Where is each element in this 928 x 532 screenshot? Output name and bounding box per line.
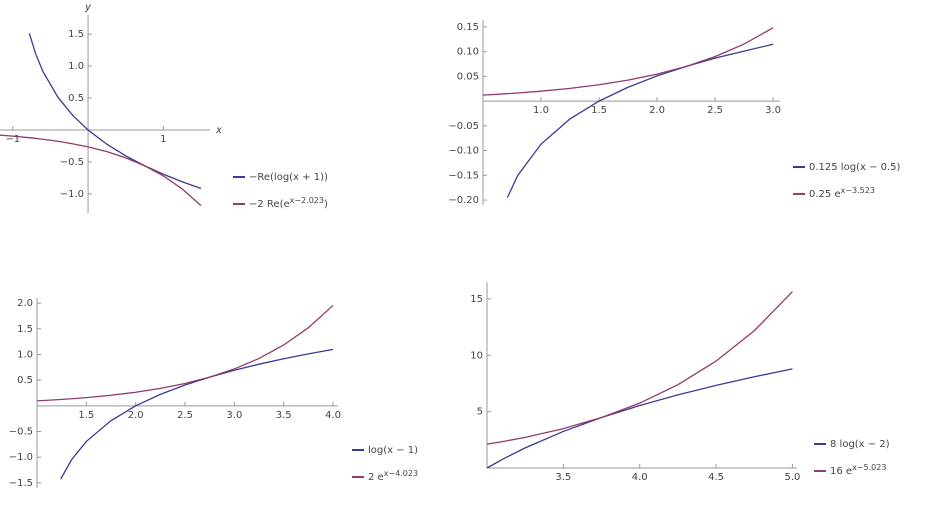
legend-label: −Re(log(x + 1)) bbox=[249, 172, 328, 183]
y-tick-label: −0.5 bbox=[60, 157, 84, 168]
y-tick-label: −0.20 bbox=[448, 195, 479, 206]
x-tick-label: 1 bbox=[160, 134, 166, 145]
x-tick-label: 5.0 bbox=[784, 472, 800, 483]
x-tick-label: 2.5 bbox=[177, 410, 193, 421]
y-tick-label: −0.5 bbox=[9, 427, 33, 438]
legend-superscript: x−4.023 bbox=[384, 469, 418, 478]
y-tick-label: 2.0 bbox=[17, 298, 33, 309]
y-tick-label: 0.5 bbox=[17, 375, 33, 386]
legend-label: 0.125 log(x − 0.5) bbox=[809, 162, 901, 173]
y-tick-label: 1.5 bbox=[68, 29, 84, 40]
y-tick-label: −0.15 bbox=[448, 170, 479, 181]
legend-text: 16 e bbox=[830, 466, 852, 477]
y-tick-label: 15 bbox=[470, 294, 483, 305]
curve bbox=[482, 27, 774, 96]
legend-label: 0.25 ex−3.523 bbox=[809, 186, 875, 201]
legend-text: −2 Re(e bbox=[249, 199, 290, 210]
legend-superscript: x−3.523 bbox=[841, 186, 875, 195]
curve bbox=[60, 348, 334, 480]
x-tick-label: 4.5 bbox=[708, 472, 724, 483]
x-tick-label: 1.5 bbox=[78, 410, 94, 421]
y-tick-label: 10 bbox=[470, 350, 483, 361]
y-tick-label: 0.05 bbox=[457, 71, 479, 82]
x-tick-label: 3.0 bbox=[226, 410, 242, 421]
y-tick-label: −1.0 bbox=[9, 452, 33, 463]
x-tick-label: 4.0 bbox=[632, 472, 648, 483]
curve bbox=[36, 304, 334, 402]
legend-superscript: x−5.023 bbox=[852, 463, 886, 472]
y-axis-label: y bbox=[84, 2, 92, 13]
x-axis-label: x bbox=[215, 125, 222, 136]
y-tick-label: 0.15 bbox=[457, 22, 479, 33]
legend-text: 0.25 e bbox=[809, 189, 841, 200]
legend-superscript: x−2.023 bbox=[290, 196, 324, 205]
legend-text: 2 e bbox=[368, 472, 384, 483]
x-tick-label: 4.0 bbox=[325, 410, 341, 421]
x-tick-label: 1.5 bbox=[591, 105, 607, 116]
x-tick-label: 1.0 bbox=[533, 105, 549, 116]
y-tick-label: 1.5 bbox=[17, 324, 33, 335]
curve bbox=[28, 33, 202, 190]
x-tick-label: 3.0 bbox=[765, 105, 781, 116]
legend-text: ) bbox=[324, 199, 328, 210]
y-tick-label: −0.10 bbox=[448, 146, 479, 157]
y-tick-label: −0.05 bbox=[448, 121, 479, 132]
curve bbox=[0, 134, 202, 207]
x-tick-label: 3.5 bbox=[276, 410, 292, 421]
y-tick-label: 1.0 bbox=[68, 61, 84, 72]
x-tick-label: 2.0 bbox=[649, 105, 665, 116]
legend-label: −2 Re(ex−2.023) bbox=[249, 196, 328, 211]
y-tick-label: −1.5 bbox=[9, 478, 33, 489]
y-tick-label: 0.5 bbox=[68, 93, 84, 104]
y-tick-label: 5 bbox=[477, 407, 483, 418]
legend-label: 16 ex−5.023 bbox=[830, 463, 886, 478]
curve bbox=[486, 368, 793, 469]
y-tick-label: −1.0 bbox=[60, 189, 84, 200]
y-tick-label: 0.10 bbox=[457, 47, 479, 58]
curve bbox=[486, 291, 793, 445]
x-tick-label: −1 bbox=[5, 134, 20, 145]
y-tick-label: 1.0 bbox=[17, 349, 33, 360]
x-tick-label: 2.5 bbox=[707, 105, 723, 116]
curve bbox=[506, 43, 774, 198]
legend-label: log(x − 1) bbox=[368, 445, 418, 456]
x-tick-label: 3.5 bbox=[555, 472, 571, 483]
legend-label: 2 ex−4.023 bbox=[368, 469, 418, 484]
legend-label: 8 log(x − 2) bbox=[830, 439, 890, 450]
x-tick-label: 2.0 bbox=[128, 410, 144, 421]
